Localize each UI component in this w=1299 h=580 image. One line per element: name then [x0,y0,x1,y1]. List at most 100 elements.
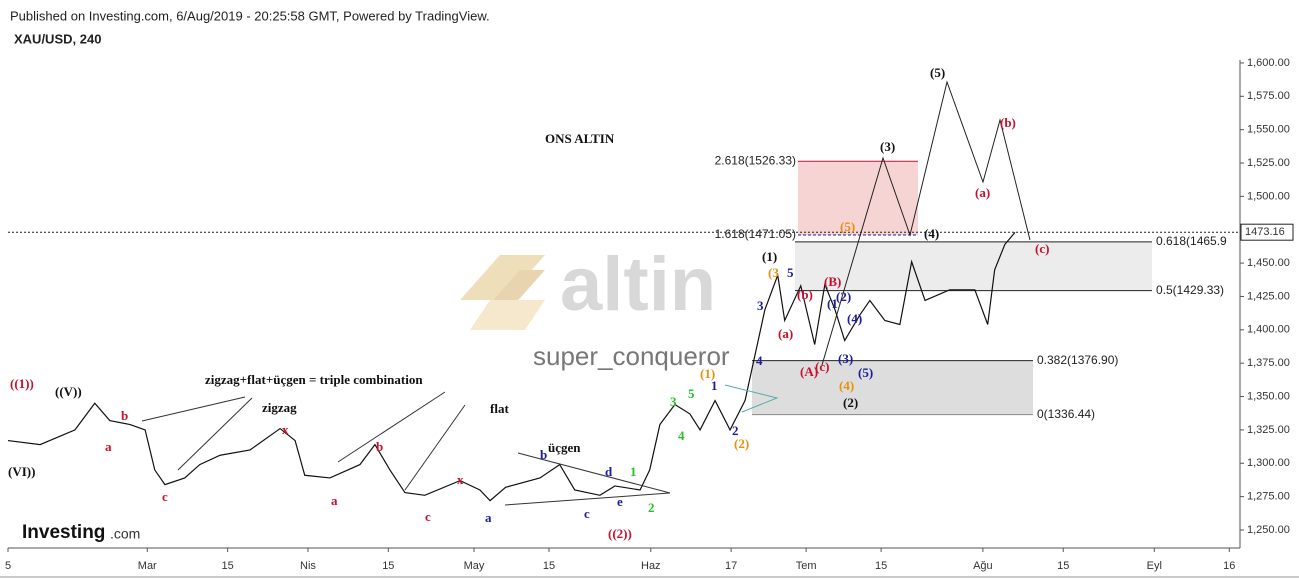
wave-label: x [282,422,289,437]
x-tick-label: 15 [875,560,887,572]
wave-label: 4 [756,353,763,368]
x-tick-label: 15 [221,560,233,572]
wave-label: zigzag+flat+üçgen = triple combination [205,372,423,387]
wave-label: c [584,506,590,521]
wave-label: üçgen [548,440,581,455]
y-tick-label: 1,500.00 [1247,190,1290,202]
wave-label: (1 [827,296,838,311]
wave-label: (3 [768,265,779,280]
logo: Investing [22,522,105,543]
watermark-user: super_conqueror [533,341,730,371]
wave-label: (b) [797,287,813,302]
y-tick-label: 1,525.00 [1247,157,1290,169]
wave-label: (4) [847,311,862,326]
fib-label: 0.5(1429.33) [1156,283,1224,297]
wave-label: 5 [688,386,695,401]
wave-label: a [105,439,112,454]
wave-label: ((V)) [55,384,82,399]
wave-label: (c) [1035,241,1049,256]
y-tick-label: 1,575.00 [1247,90,1290,102]
wave-label: 4 [678,428,685,443]
wave-label: b [121,408,128,423]
x-tick-label: Ağu [973,560,993,572]
y-tick-label: 1,325.00 [1247,424,1290,436]
wave-label: a [485,510,492,525]
wave-label: 3 [757,298,764,313]
wave-label: (c) [815,359,829,374]
wave-label: flat [490,401,509,416]
x-tick-label: May [464,560,485,572]
y-tick-label: 1,350.00 [1247,390,1290,402]
x-tick-label: Nis [300,560,316,572]
wave-label: (5) [840,219,855,234]
wave-label: 1 [711,378,718,393]
fib-zone-lower [752,360,1033,415]
wave-label: 1 [630,464,637,479]
wave-label: (4) [924,226,939,241]
x-tick-label: Haz [641,560,661,572]
published-note: Published on Investing.com, 6/Aug/2019 -… [10,8,490,23]
y-tick-label: 1,250.00 [1247,524,1290,536]
fib-label: 0(1336.44) [1037,407,1095,421]
wave-label: x [457,472,464,487]
watermark-icon [460,255,545,330]
wave-label: (2) [843,395,858,410]
y-tick-label: 1,425.00 [1247,290,1290,302]
x-tick-label: 15 [543,560,555,572]
x-tick-label: Mar [138,560,157,572]
wave-label: (2) [734,436,749,451]
x-tick-label: 16 [1223,560,1235,572]
y-tick-label: 1,400.00 [1247,324,1290,336]
y-tick-label: 1,300.00 [1247,457,1290,469]
wave-label: c [162,489,168,504]
chart-title: XAU/USD, 240 [14,31,101,46]
wave-label: c [425,509,431,524]
wave-label: (5) [930,65,945,80]
wave-label: (VI)) [8,464,35,479]
fib-zone-upper [795,241,1152,291]
wave-label: (a) [778,326,793,341]
y-tick-label: 1,450.00 [1247,257,1290,269]
wave-label: (3) [880,139,895,154]
wave-label: (3) [838,351,853,366]
wave-label: (1) [762,249,777,264]
last-price-box [1240,223,1294,241]
wave-label: (1) [700,366,715,381]
wave-label: e [617,494,623,509]
fib-label: 0.618(1465.9 [1156,234,1227,248]
logo-suffix: .com [110,526,140,542]
wave-label: (a) [975,185,990,200]
watermark-text: altin [560,242,716,327]
fib-label: 1.618(1471.05) [715,227,796,241]
wave-label: (2) [836,289,851,304]
last-price-label: 1473.16 [1245,226,1285,238]
y-tick-label: 1,550.00 [1247,124,1290,136]
y-tick-label: 1,275.00 [1247,491,1290,503]
wave-label: (A) [800,364,818,379]
fib-label: 2.618(1526.33) [715,153,796,167]
wave-label: zigzag [262,400,297,415]
wave-label: (4) [839,378,854,393]
x-tick-label: Tem [796,560,817,572]
wave-label: (b) [1000,115,1016,130]
wave-label: (B) [824,274,841,289]
wave-label: b [376,439,383,454]
wave-label: 2 [648,500,655,515]
wave-label: 2 [732,423,739,438]
wave-label: d [605,464,613,479]
wave-label: ONS ALTIN [545,131,615,146]
x-tick-label: Eyl [1147,560,1162,572]
annotation-lines [141,80,1031,506]
x-tick-label: 15 [1057,560,1069,572]
wave-label: b [540,447,547,462]
wave-label: 5 [787,265,794,280]
x-tick-label: 5 [5,560,11,572]
price-line [7,232,1016,502]
wave-label: (5) [858,365,873,380]
wave-label: ((1)) [10,376,34,391]
fib-zone-ext [798,161,918,236]
y-tick-label: 1,375.00 [1247,357,1290,369]
x-tick-label: 17 [725,560,737,572]
wave-label: 3 [670,394,677,409]
y-tick-label: 1,600.00 [1247,57,1290,69]
